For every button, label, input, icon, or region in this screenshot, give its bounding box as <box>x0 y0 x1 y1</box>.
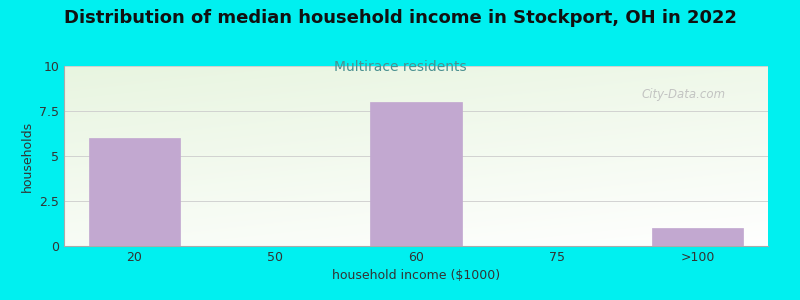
Text: City-Data.com: City-Data.com <box>642 88 726 100</box>
Bar <box>89 138 180 246</box>
Text: Multirace residents: Multirace residents <box>334 60 466 74</box>
Y-axis label: households: households <box>21 120 34 192</box>
Bar <box>370 102 462 246</box>
Text: Distribution of median household income in Stockport, OH in 2022: Distribution of median household income … <box>63 9 737 27</box>
Bar <box>652 228 743 246</box>
X-axis label: household income ($1000): household income ($1000) <box>332 269 500 282</box>
